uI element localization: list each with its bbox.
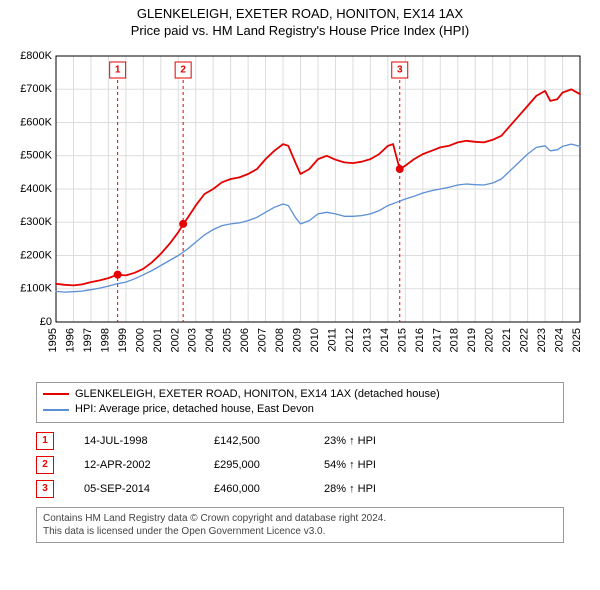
svg-text:£500K: £500K xyxy=(20,149,52,161)
sale-pct: 28% ↑ HPI xyxy=(324,483,444,495)
svg-text:1995: 1995 xyxy=(47,328,59,352)
sale-pct: 54% ↑ HPI xyxy=(324,459,444,471)
legend-swatch xyxy=(43,393,69,395)
sales-row: 3 05-SEP-2014 £460,000 28% ↑ HPI xyxy=(36,477,564,501)
svg-text:1998: 1998 xyxy=(99,328,111,352)
svg-text:1996: 1996 xyxy=(64,328,76,352)
sale-price: £460,000 xyxy=(214,483,294,495)
chart-svg: £0 £100K £200K £300K £400K £500K £600K £700K £80… xyxy=(10,46,590,376)
svg-text:2014: 2014 xyxy=(379,328,391,352)
svg-text:2021: 2021 xyxy=(501,328,513,352)
sale-pct: 23% ↑ HPI xyxy=(324,435,444,447)
legend-row: HPI: Average price, detached house, East… xyxy=(43,402,557,417)
sale-marker: 1 xyxy=(36,432,54,450)
legend-label: GLENKELEIGH, EXETER ROAD, HONITON, EX14 … xyxy=(75,387,440,402)
svg-text:3: 3 xyxy=(397,64,403,75)
sale-marker: 2 xyxy=(36,456,54,474)
sale-price: £142,500 xyxy=(214,435,294,447)
svg-text:2008: 2008 xyxy=(274,328,286,352)
svg-text:£100K: £100K xyxy=(20,282,52,294)
chart-area: £0 £100K £200K £300K £400K £500K £600K £700K £80… xyxy=(10,46,590,376)
svg-text:2023: 2023 xyxy=(536,328,548,352)
attribution-line-2: This data is licensed under the Open Gov… xyxy=(43,525,557,538)
svg-text:2017: 2017 xyxy=(431,328,443,352)
svg-text:£800K: £800K xyxy=(20,50,52,62)
svg-text:2024: 2024 xyxy=(554,328,566,352)
sale-date: 12-APR-2002 xyxy=(84,459,184,471)
chart-container: GLENKELEIGH, EXETER ROAD, HONITON, EX14 … xyxy=(0,0,600,590)
svg-text:2007: 2007 xyxy=(257,328,269,352)
sales-row: 2 12-APR-2002 £295,000 54% ↑ HPI xyxy=(36,453,564,477)
svg-text:£400K: £400K xyxy=(20,183,52,195)
legend-swatch xyxy=(43,409,69,411)
svg-text:2000: 2000 xyxy=(134,328,146,352)
svg-text:2019: 2019 xyxy=(466,328,478,352)
svg-text:£300K: £300K xyxy=(20,216,52,228)
title-line-1: GLENKELEIGH, EXETER ROAD, HONITON, EX14 … xyxy=(0,6,600,23)
svg-text:2004: 2004 xyxy=(204,328,216,352)
svg-text:2009: 2009 xyxy=(292,328,304,352)
sale-price: £295,000 xyxy=(214,459,294,471)
svg-text:2015: 2015 xyxy=(396,328,408,352)
svg-text:2011: 2011 xyxy=(326,328,338,352)
svg-text:2013: 2013 xyxy=(361,328,373,352)
svg-text:1999: 1999 xyxy=(117,328,129,352)
title-block: GLENKELEIGH, EXETER ROAD, HONITON, EX14 … xyxy=(0,0,600,40)
attribution: Contains HM Land Registry data © Crown c… xyxy=(36,507,564,543)
svg-text:£700K: £700K xyxy=(20,83,52,95)
svg-text:2003: 2003 xyxy=(187,328,199,352)
svg-text:2016: 2016 xyxy=(414,328,426,352)
svg-text:1997: 1997 xyxy=(82,328,94,352)
sale-marker: 3 xyxy=(36,480,54,498)
legend-row: GLENKELEIGH, EXETER ROAD, HONITON, EX14 … xyxy=(43,387,557,402)
svg-text:2: 2 xyxy=(180,64,186,75)
svg-text:£600K: £600K xyxy=(20,116,52,128)
svg-text:£200K: £200K xyxy=(20,249,52,261)
svg-text:£0: £0 xyxy=(40,316,52,328)
legend-label: HPI: Average price, detached house, East… xyxy=(75,402,314,417)
svg-text:2020: 2020 xyxy=(484,328,496,352)
attribution-line-1: Contains HM Land Registry data © Crown c… xyxy=(43,512,557,525)
sales-table: 1 14-JUL-1998 £142,500 23% ↑ HPI 2 12-APR-200… xyxy=(36,429,564,501)
svg-text:2022: 2022 xyxy=(519,328,531,352)
svg-text:2005: 2005 xyxy=(222,328,234,352)
sale-date: 05-SEP-2014 xyxy=(84,483,184,495)
svg-text:2012: 2012 xyxy=(344,328,356,352)
sales-row: 1 14-JUL-1998 £142,500 23% ↑ HPI xyxy=(36,429,564,453)
svg-text:2002: 2002 xyxy=(169,328,181,352)
svg-text:2006: 2006 xyxy=(239,328,251,352)
svg-text:1: 1 xyxy=(115,64,121,75)
legend: GLENKELEIGH, EXETER ROAD, HONITON, EX14 … xyxy=(36,382,564,423)
title-line-2: Price paid vs. HM Land Registry's House … xyxy=(0,23,600,40)
svg-text:2010: 2010 xyxy=(309,328,321,352)
sale-date: 14-JUL-1998 xyxy=(84,435,184,447)
svg-text:2025: 2025 xyxy=(571,328,583,352)
svg-text:2018: 2018 xyxy=(449,328,461,352)
svg-text:2001: 2001 xyxy=(152,328,164,352)
